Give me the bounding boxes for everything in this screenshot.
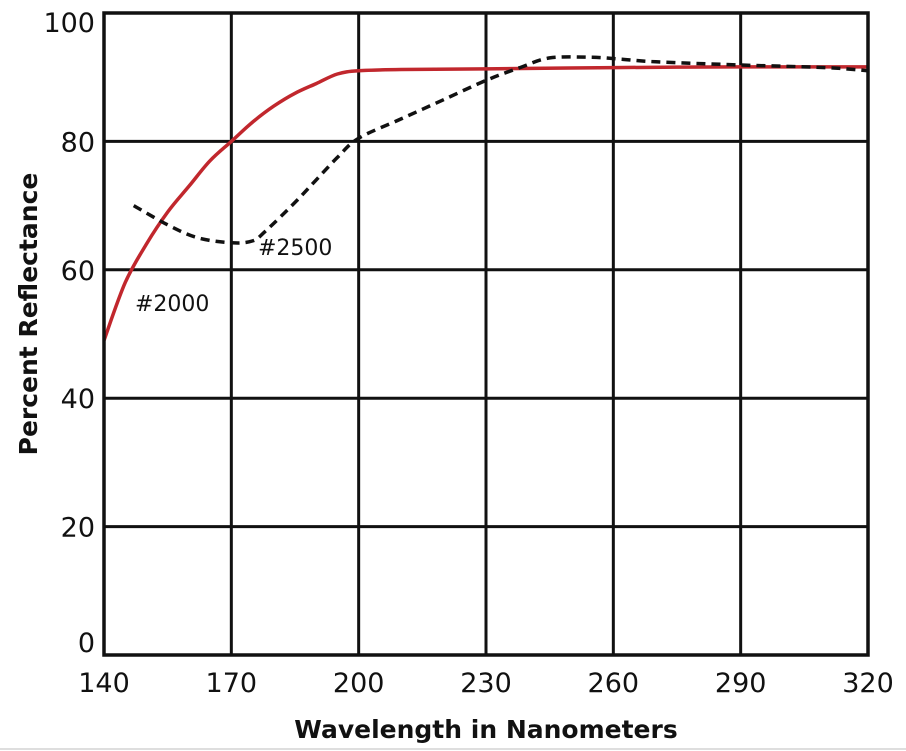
series-lines [102,55,869,341]
y-tick-label-60: 60 [61,256,95,287]
series-labels: #2000 #2500 [135,236,332,317]
plot-border [102,11,870,657]
x-tick-label-260: 260 [588,668,640,699]
series-label-2500: #2500 [258,236,332,261]
y-tick-labels: 0 20 40 60 80 100 [43,8,95,659]
y-tick-label-40: 40 [61,384,95,415]
x-tick-label-230: 230 [460,668,512,699]
x-tick-label-290: 290 [715,668,767,699]
x-tick-label-320: 320 [842,668,894,699]
y-tick-label-80: 80 [61,127,95,158]
series-line-2500 [132,55,869,245]
y-tick-label-20: 20 [61,513,95,544]
x-tick-label-200: 200 [333,668,385,699]
x-tick-labels: 140 170 200 230 260 290 320 [78,668,894,699]
series-line-2000 [102,65,869,341]
grid-lines [104,13,868,655]
x-tick-label-170: 170 [206,668,258,699]
y-tick-label-0: 0 [78,628,95,659]
x-tick-label-140: 140 [78,668,130,699]
series-label-2000: #2000 [135,292,209,317]
y-axis-title: Percent Reflectance [14,173,43,456]
y-tick-label-100: 100 [43,8,95,39]
x-axis-title: Wavelength in Nanometers [294,715,677,744]
